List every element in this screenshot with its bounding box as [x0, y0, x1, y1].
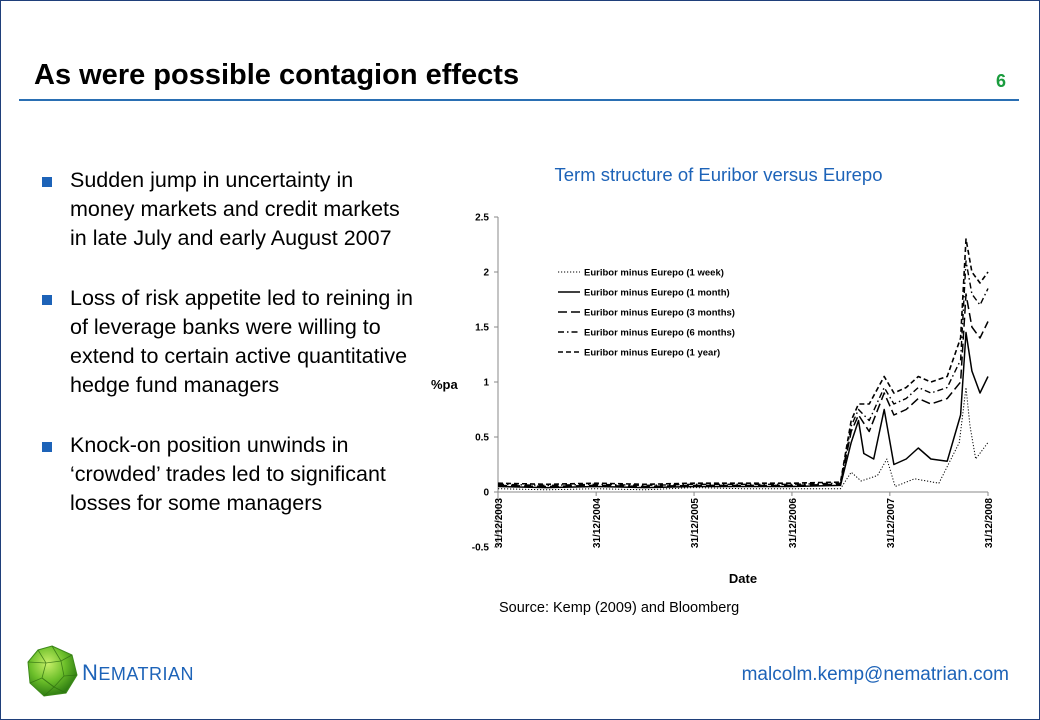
- x-tick-label: 31/12/2004: [592, 498, 603, 548]
- line-chart: -0.5 0 0.5 1 1.5 2 2.5 31/12/2003 31/12/2004 31/1…: [431, 213, 995, 587]
- legend-entry: Euribor minus Eurepo (3 months): [584, 308, 735, 319]
- bullet-text: Sudden jump in uncertainty in money mark…: [70, 168, 400, 250]
- series-line: [497, 293, 989, 488]
- bullet-list: Sudden jump in uncertainty in money mark…: [41, 166, 421, 549]
- bullet-text: Loss of risk appetite led to reining in …: [70, 286, 414, 397]
- y-tick-label: 0: [483, 488, 489, 499]
- x-tick-label: 31/12/2006: [788, 498, 799, 548]
- y-tick-label: 0.5: [475, 433, 489, 444]
- x-tick-label: 31/12/2005: [690, 498, 701, 548]
- bullet-text: Knock-on position unwinds in ‘crowded’ t…: [70, 433, 386, 515]
- x-tick-label: 31/12/2003: [494, 498, 505, 548]
- y-tick-label: 1.5: [475, 323, 489, 334]
- series-line: [497, 260, 989, 487]
- x-axis-label: Date: [729, 571, 757, 586]
- y-tick-label: 1: [483, 378, 489, 389]
- series-line: [497, 238, 989, 486]
- x-tick-label: 31/12/2007: [886, 498, 897, 548]
- x-tick-label: 31/12/2008: [984, 498, 995, 548]
- brand-name: NEMATRIAN: [82, 660, 195, 685]
- y-tick-label: 2.5: [475, 213, 489, 224]
- series-line: [497, 331, 989, 489]
- legend-entry: Euribor minus Eurepo (1 year): [584, 348, 720, 359]
- bullet-item: Knock-on position unwinds in ‘crowded’ t…: [41, 431, 421, 518]
- slide-title: As were possible contagion effects: [34, 59, 520, 91]
- nematrian-logo-icon: [27, 645, 78, 697]
- contact-email[interactable]: malcolm.kemp@nematrian.com: [741, 664, 1009, 685]
- bullet-square-icon: [42, 295, 52, 305]
- legend-entry: Euribor minus Eurepo (1 month): [584, 288, 730, 299]
- bullet-item: Sudden jump in uncertainty in money mark…: [41, 166, 421, 253]
- bullet-square-icon: [42, 177, 52, 187]
- y-tick-label: 2: [483, 268, 489, 279]
- legend-entry: Euribor minus Eurepo (1 week): [584, 268, 724, 279]
- series-line: [497, 387, 989, 491]
- bullet-item: Loss of risk appetite led to reining in …: [41, 284, 421, 400]
- y-tick-label: -0.5: [472, 543, 490, 554]
- legend-entry: Euribor minus Eurepo (6 months): [584, 328, 735, 339]
- y-axis-label: %pa: [431, 377, 459, 392]
- source-note: Source: Kemp (2009) and Bloomberg: [499, 600, 740, 616]
- title-divider: [19, 99, 1019, 101]
- chart-title: Term structure of Euribor versus Eurepo: [554, 164, 883, 185]
- bullet-square-icon: [42, 442, 52, 452]
- slide-number: 6: [995, 71, 1006, 91]
